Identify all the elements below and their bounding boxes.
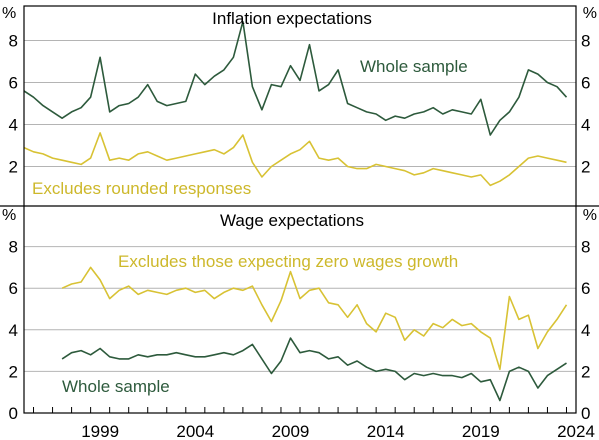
y-tick-label-right: 8 [581,32,590,51]
y-tick-label-left: 4 [9,321,18,340]
y-tick-label-right: 6 [581,279,590,298]
y-tick-label-left: 2 [9,362,18,381]
series-label-bottom-excludes-zero: Excludes those expecting zero wages grow… [118,252,458,271]
series-line [61,266,568,371]
x-tick-label: 2009 [272,422,310,440]
y-tick-label-left: 8 [9,32,18,51]
top-panel-title: Inflation expectations [212,9,372,28]
bottom-ylabel-left: % [2,207,16,224]
y-tick-label-left: 0 [9,404,18,423]
x-tick-label: 2014 [367,422,405,440]
series-layer [23,20,568,402]
bottom-panel-title: Wage expectations [220,211,364,230]
y-tick-label-right: 4 [581,321,590,340]
series-label-top-whole-sample: Whole sample [360,57,468,76]
top-ylabel-right: % [583,5,597,22]
grid-layer [24,40,576,372]
y-tick-label-right: 2 [581,158,590,177]
x-tick-label: 2024 [557,422,595,440]
y-tick-label-right: 6 [581,74,590,93]
y-tick-label-left: 6 [9,279,18,298]
series-label-top-excludes-rounded: Excludes rounded responses [32,179,251,198]
y-tick-label-left: 6 [9,74,18,93]
y-tick-label-right: 2 [581,362,590,381]
series-line [61,337,567,402]
text-layer: Inflation expectations % % Wage expectat… [2,5,597,440]
series-line [23,132,567,187]
x-tick-label: 2004 [176,422,214,440]
top-ylabel-left: % [2,5,16,22]
y-tick-label-right: 8 [581,238,590,257]
y-tick-label-right: 4 [581,116,590,135]
y-tick-label-left: 2 [9,158,18,177]
frame-layer [0,5,599,414]
series-line [23,20,568,136]
y-tick-label-right: 0 [581,404,590,423]
bottom-ylabel-right: % [583,207,597,224]
y-tick-label-left: 4 [9,116,18,135]
x-tick-label: 2019 [462,422,500,440]
y-tick-label-left: 8 [9,238,18,257]
series-label-bottom-whole-sample: Whole sample [62,377,170,396]
x-tick-label: 1999 [81,422,119,440]
